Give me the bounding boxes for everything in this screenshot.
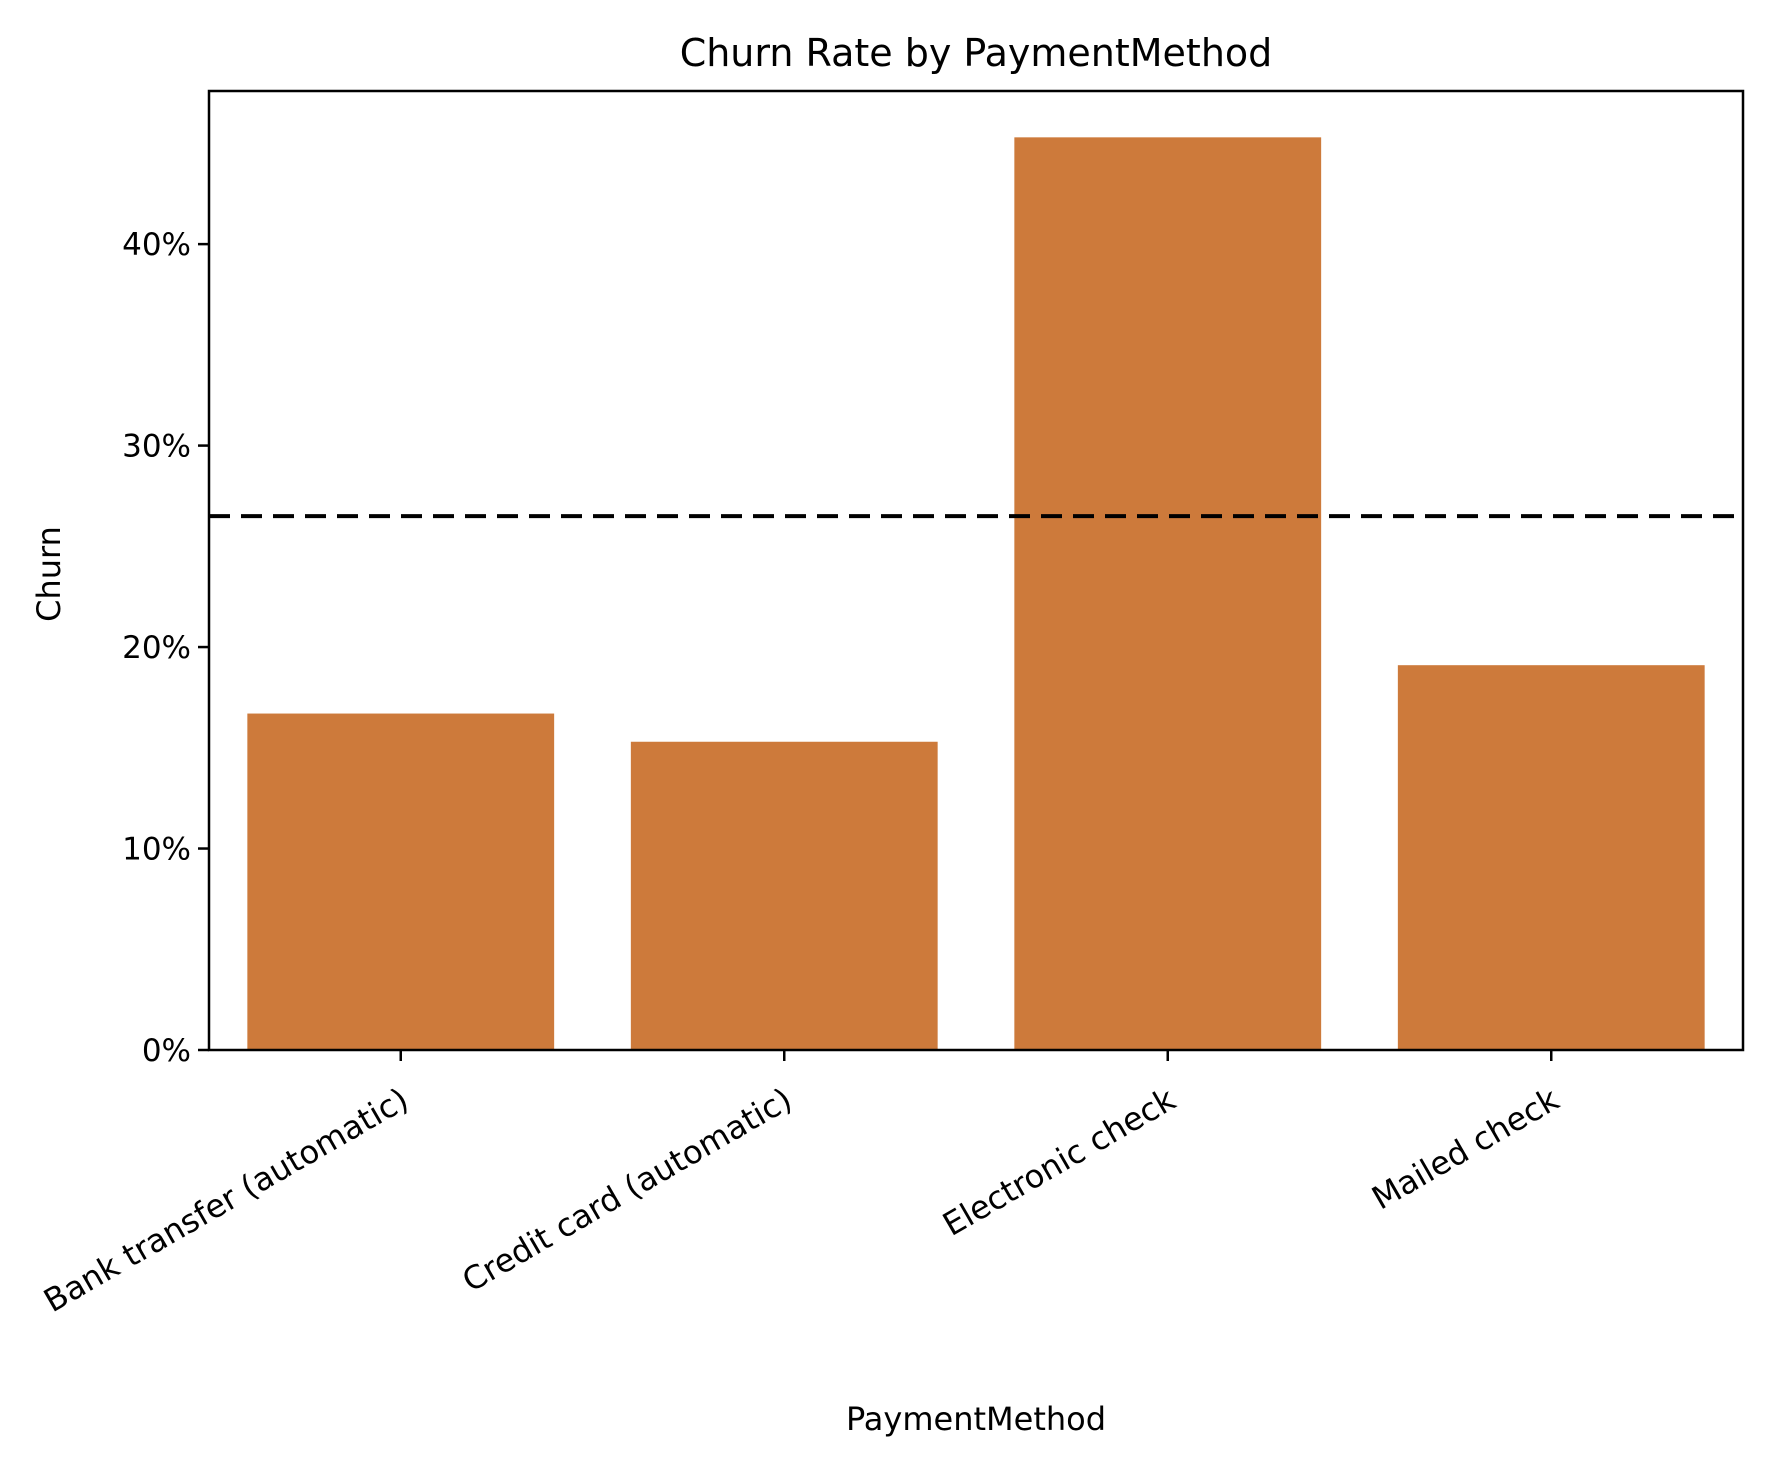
y-tick-label: 0% — [142, 1033, 191, 1069]
y-axis-label: Churn — [30, 526, 68, 622]
x-axis-ticks: Bank transfer (automatic) Credit card (au… — [37, 1050, 1566, 1320]
x-tick-label: Mailed check — [1365, 1080, 1565, 1218]
bar — [630, 741, 938, 1050]
x-tick-label: Credit card (automatic) — [456, 1080, 798, 1300]
y-tick-label: 40% — [122, 227, 191, 263]
plot-frame — [207, 89, 1745, 1052]
bars-layer — [247, 137, 1705, 1050]
y-axis-ticks: 0% 10% 20% 30% 40% — [122, 227, 209, 1069]
y-tick-label: 10% — [122, 832, 191, 868]
bar — [1014, 137, 1322, 1050]
bar — [247, 713, 555, 1050]
x-tick-label: Bank transfer (automatic) — [37, 1080, 414, 1320]
x-tick-label: Electronic check — [936, 1080, 1182, 1244]
chart-title: Churn Rate by PaymentMethod — [680, 31, 1273, 75]
y-tick-label: 30% — [122, 429, 191, 465]
y-tick-label: 20% — [122, 630, 191, 666]
x-axis-label: PaymentMethod — [846, 1400, 1106, 1438]
bar — [1397, 665, 1705, 1050]
